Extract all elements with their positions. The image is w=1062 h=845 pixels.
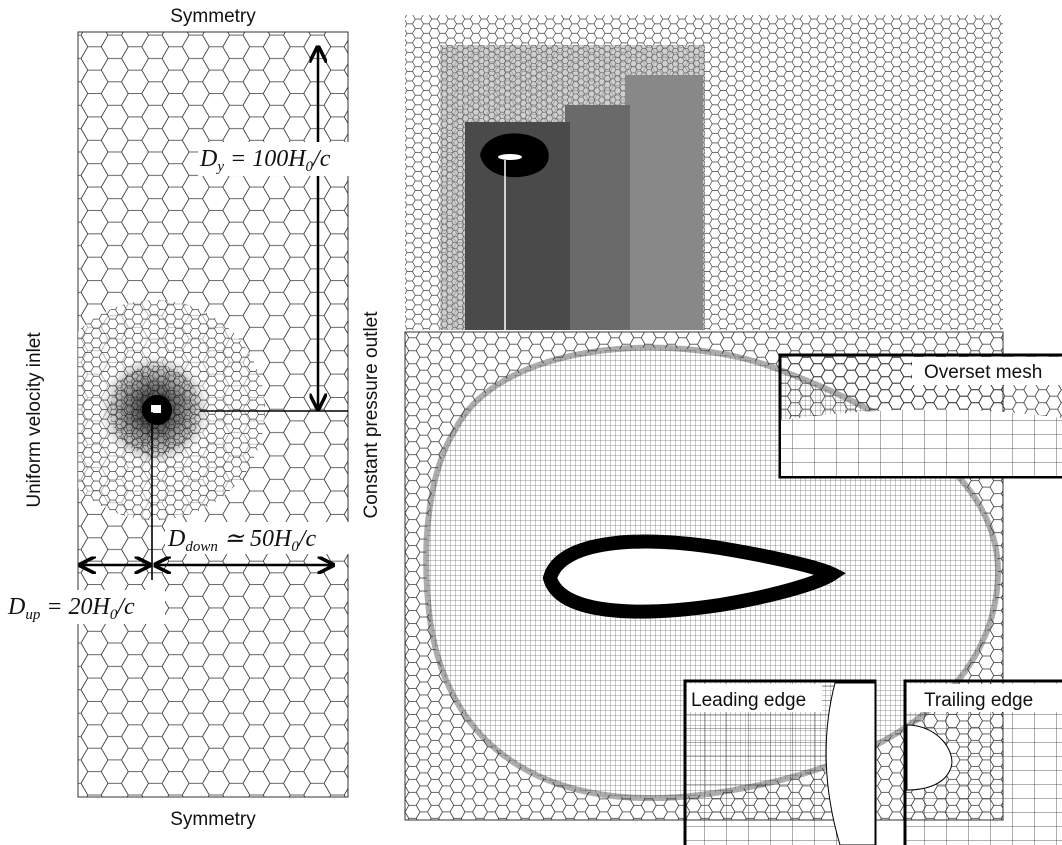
math-text: /c xyxy=(297,526,317,552)
subscript: down xyxy=(185,539,218,555)
math-text: D xyxy=(199,146,217,172)
math-text: D xyxy=(167,526,185,552)
subscript: y xyxy=(215,159,224,175)
outlet-label: Constant pressure outlet xyxy=(361,311,382,519)
math-text: /c xyxy=(311,146,331,172)
leading-edge-inset: Leading edge xyxy=(685,681,875,845)
math-text: = 20H xyxy=(40,594,111,620)
top-boundary-label: Symmetry xyxy=(170,6,256,27)
math-text: = 100H xyxy=(224,146,307,172)
subscript: up xyxy=(25,607,41,623)
refinement-view xyxy=(405,15,1003,332)
math-text: ≃ 50H xyxy=(218,526,293,552)
bottom-boundary-label: Symmetry xyxy=(170,809,256,830)
overset-inset: Overset mesh xyxy=(780,355,1062,477)
math-text: D xyxy=(7,594,25,620)
trailing-edge-inset: Trailing edge xyxy=(905,681,1062,845)
math-text: /c xyxy=(115,594,135,620)
figure: Symmetry Symmetry Uniform velocity inlet… xyxy=(0,0,1062,845)
inlet-label: Uniform velocity inlet xyxy=(24,332,45,508)
trailing-edge-label: Trailing edge xyxy=(924,690,1033,711)
overset-label: Overset mesh xyxy=(924,362,1042,383)
leading-edge-label: Leading edge xyxy=(691,690,806,711)
